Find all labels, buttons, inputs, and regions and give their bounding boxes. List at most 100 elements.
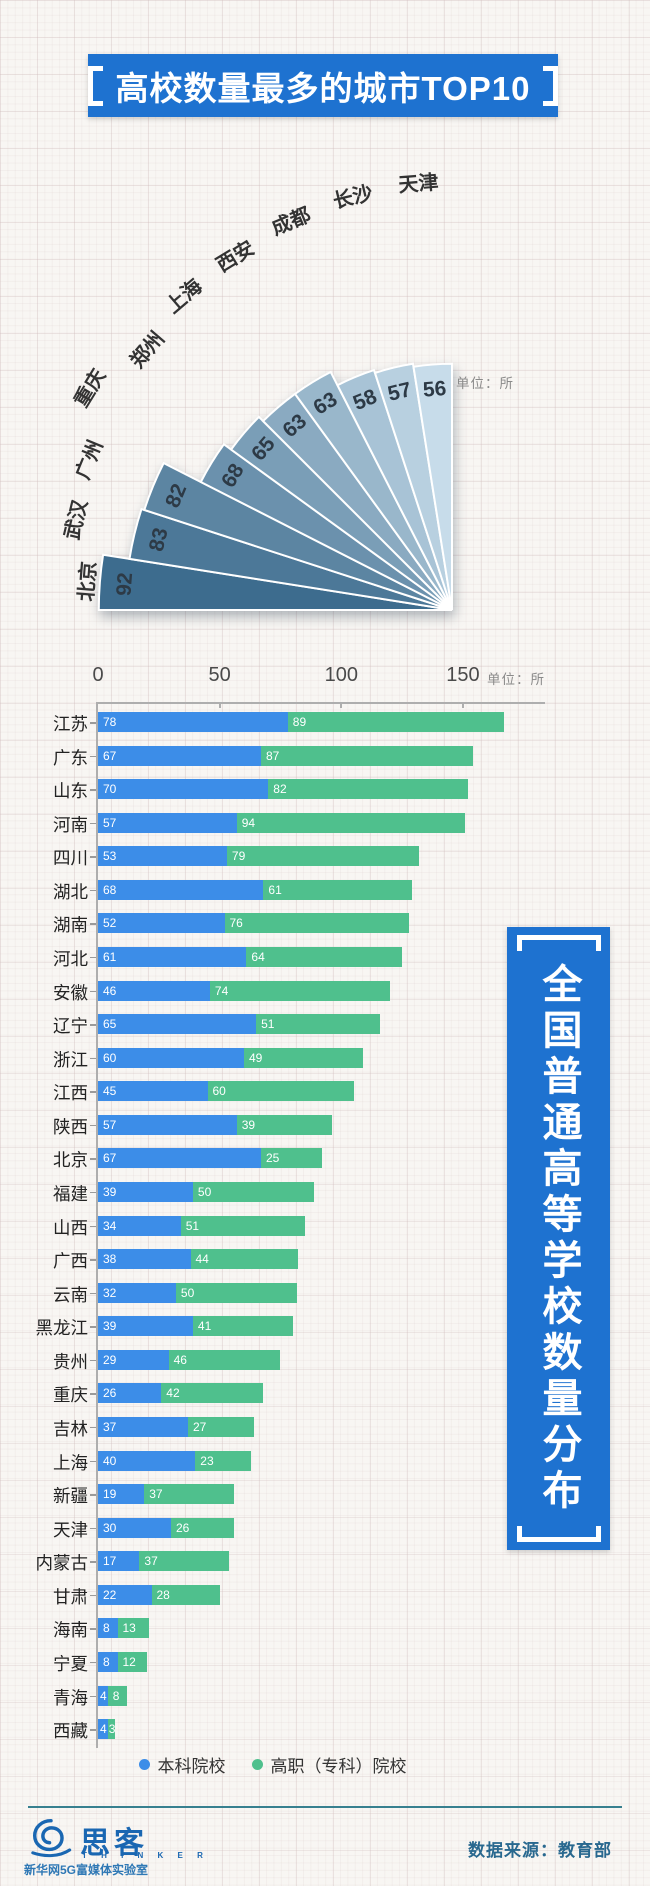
x-axis-tick — [218, 703, 221, 708]
bar-value-vocational: 94 — [241, 815, 256, 830]
x-axis-tick-label: 0 — [92, 664, 104, 686]
province-label: 新疆 — [53, 1486, 88, 1507]
bar-value-undergrad: 8 — [103, 1654, 110, 1669]
category-tick — [90, 889, 96, 892]
bar-segment-vocational: 50 — [175, 1282, 298, 1303]
bar-segment-vocational: 39 — [236, 1114, 332, 1135]
bar-segment-vocational: 61 — [263, 879, 412, 900]
bar-segment-undergrad: 22 — [98, 1584, 152, 1605]
province-label: 吉林 — [53, 1418, 88, 1439]
bar-value-vocational: 13 — [122, 1621, 136, 1636]
bar-segment-vocational: 37 — [144, 1484, 235, 1505]
fan-value-label: 83 — [145, 526, 173, 554]
legend-dot-vocational-icon — [251, 1759, 263, 1770]
bar-value-vocational: 60 — [212, 1084, 226, 1099]
province-label: 内蒙古 — [35, 1553, 89, 1574]
bar-value-undergrad: 4 — [100, 1722, 107, 1737]
category-tick — [90, 1158, 96, 1160]
category-tick — [90, 923, 96, 925]
bar-value-undergrad: 38 — [103, 1252, 117, 1267]
category-tick — [90, 789, 96, 791]
bar-segment-undergrad: 17 — [98, 1551, 140, 1572]
category-tick — [90, 1729, 96, 1731]
province-label: 宁夏 — [53, 1653, 88, 1674]
province-label: 四川 — [53, 848, 88, 869]
bar-segment-vocational: 94 — [236, 812, 466, 833]
bar-segment-undergrad: 68 — [98, 879, 264, 900]
category-tick — [90, 990, 96, 993]
bar-segment-undergrad: 30 — [98, 1517, 171, 1538]
bar-segment-vocational: 28 — [151, 1584, 220, 1605]
province-label: 重庆 — [53, 1385, 88, 1406]
bar-value-undergrad: 19 — [103, 1487, 117, 1502]
bar-segment-undergrad: 52 — [98, 913, 225, 934]
bar-value-undergrad: 22 — [103, 1587, 117, 1602]
province-label: 陕西 — [53, 1116, 88, 1137]
fan-value-label: 57 — [386, 378, 414, 406]
category-tick — [90, 1191, 96, 1194]
bar-segment-undergrad: 57 — [98, 1114, 237, 1135]
province-label: 福建 — [53, 1183, 88, 1204]
legend: 本科院校 高职（专科）院校 — [0, 1752, 545, 1777]
category-tick — [90, 1594, 96, 1597]
bar-segment-undergrad: 39 — [98, 1181, 193, 1202]
category-tick — [90, 1225, 96, 1228]
category-tick — [90, 822, 96, 825]
bar-value-vocational: 79 — [231, 849, 246, 864]
category-tick — [90, 1091, 96, 1093]
bar-value-undergrad: 78 — [103, 715, 117, 729]
bar-value-undergrad: 26 — [103, 1386, 117, 1401]
bar-value-undergrad: 17 — [103, 1554, 117, 1569]
legend-dot-undergrad-icon — [138, 1759, 150, 1770]
bar-value-undergrad: 30 — [103, 1520, 117, 1535]
fan-blades-group — [97, 362, 453, 611]
bar-value-undergrad: 53 — [103, 849, 117, 864]
fan-city-label: 北京 — [74, 560, 101, 602]
category-tick — [90, 1259, 96, 1261]
bar-segment-vocational: 27 — [188, 1416, 254, 1437]
x-axis-tick — [461, 703, 464, 708]
province-label: 黑龙江 — [35, 1318, 89, 1339]
bar-segment-undergrad: 61 — [98, 946, 247, 967]
province-label: 山西 — [53, 1217, 88, 1238]
bar-segment-vocational: 51 — [256, 1014, 381, 1035]
province-label: 安徽 — [53, 982, 88, 1003]
bar-segment-vocational: 41 — [192, 1316, 293, 1337]
bar-segment-undergrad: 70 — [98, 779, 269, 800]
province-label: 上海 — [53, 1452, 88, 1473]
bar-value-undergrad: 60 — [103, 1050, 117, 1065]
bar-segment-undergrad: 67 — [98, 745, 261, 766]
bar-value-vocational: 50 — [197, 1184, 212, 1199]
bar-value-vocational: 51 — [261, 1017, 275, 1032]
x-axis-tick-label: 100 — [324, 664, 358, 686]
brand-name: 思客 — [80, 1827, 148, 1860]
bar-segment-undergrad: 53 — [98, 846, 227, 867]
province-label: 广东 — [53, 747, 88, 768]
province-label: 江西 — [53, 1083, 88, 1104]
x-axis-tick — [340, 703, 343, 708]
bar-value-undergrad: 8 — [103, 1621, 110, 1636]
province-label: 河北 — [53, 948, 88, 969]
bar-segment-vocational: 46 — [168, 1349, 281, 1370]
bar-segment-vocational: 3 — [107, 1719, 115, 1740]
province-label: 湖南 — [53, 915, 88, 936]
lab-caption: 新华网5G富媒体实验室 — [24, 1863, 149, 1877]
bar-segment-vocational: 50 — [192, 1181, 315, 1202]
bar-segment-vocational: 76 — [224, 913, 410, 934]
fan-blade — [412, 362, 453, 611]
section-title: 全国普通高等学校数量分布 — [536, 962, 581, 1515]
legend-label-vocational: 高职（专科）院校 — [270, 1757, 407, 1776]
province-label: 海南 — [53, 1620, 88, 1641]
bracket-left-icon — [88, 65, 103, 106]
bar-segment-undergrad: 60 — [98, 1047, 244, 1068]
bar-value-vocational: 44 — [195, 1252, 209, 1267]
category-tick — [90, 1460, 96, 1463]
bar-value-vocational: 51 — [185, 1218, 200, 1233]
x-axis-line — [97, 702, 545, 704]
province-label: 山东 — [53, 781, 88, 802]
legend-item-undergrad: 本科院校 — [138, 1752, 226, 1777]
category-tick — [90, 1527, 96, 1530]
category-tick — [90, 1326, 96, 1328]
bar-value-vocational: 87 — [266, 748, 280, 763]
